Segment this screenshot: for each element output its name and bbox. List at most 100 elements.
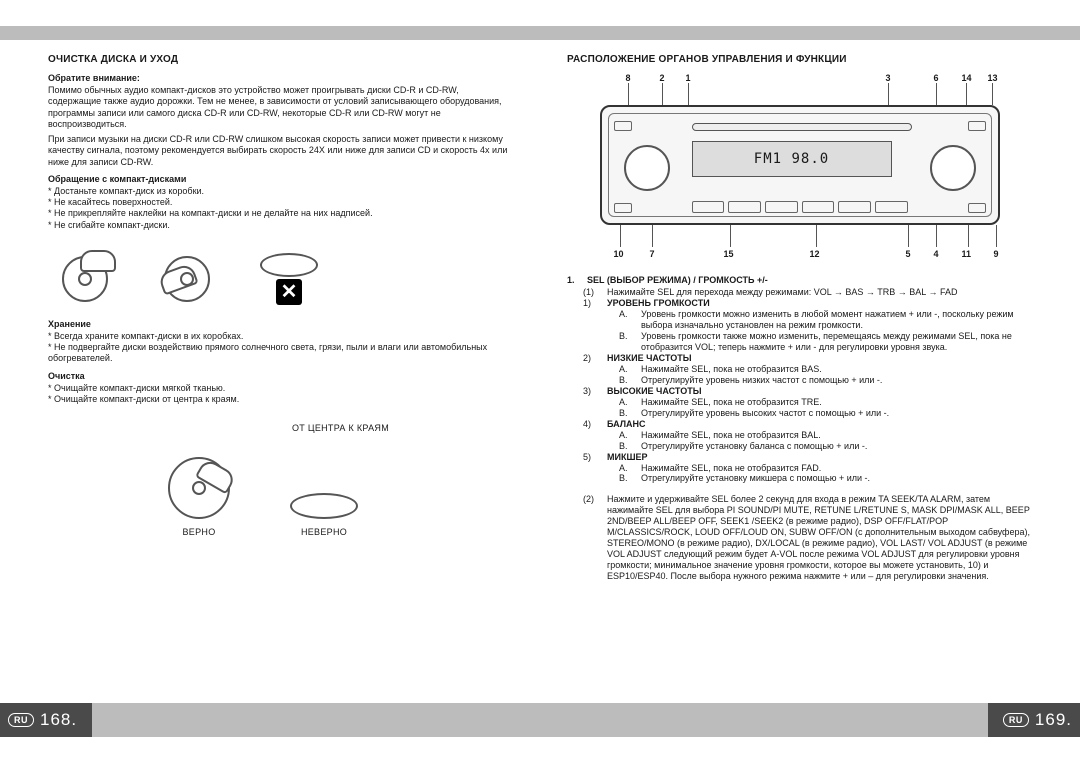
letter: A. bbox=[619, 309, 635, 331]
para2-number: (2) bbox=[583, 494, 601, 582]
letter-text: Уровень громкости можно изменить в любой… bbox=[641, 309, 1032, 331]
handling-item: Не сгибайте компакт-диски. bbox=[48, 220, 513, 231]
intro-number: (1) bbox=[583, 287, 601, 298]
letter-text: Нажимайте SEL, пока не отобразится FAD. bbox=[641, 463, 821, 474]
note-paragraph-1: Помимо обычных аудио компакт-дисков это … bbox=[48, 85, 513, 130]
storage-heading: Хранение bbox=[48, 319, 513, 329]
callout-num: 15 bbox=[724, 249, 734, 259]
cd-slot-icon bbox=[692, 123, 912, 131]
disc-touch-illustration bbox=[150, 249, 224, 309]
callout-num: 7 bbox=[650, 249, 655, 259]
storage-item: Не подвергайте диски воздействию прямого… bbox=[48, 342, 513, 365]
handling-item: Достаньте компакт-диск из коробки. bbox=[48, 186, 513, 197]
disc-hold-illustration bbox=[48, 249, 122, 309]
page-number-right: 169. bbox=[1035, 710, 1072, 730]
radio-display: FM1 98.0 bbox=[692, 141, 892, 177]
letter-text: Отрегулируйте уровень низких частот с по… bbox=[641, 375, 882, 386]
right-knob-icon bbox=[930, 145, 976, 191]
cleaning-list: Очищайте компакт-диски мягкой тканью. Оч… bbox=[48, 383, 513, 406]
section-title: SEL (ВЫБОР РЕЖИМА) / ГРОМКОСТЬ +/- bbox=[587, 275, 768, 285]
left-column: ОЧИСТКА ДИСКА И УХОД Обратите внимание: … bbox=[48, 54, 513, 695]
sub-title: ВЫСОКИЕ ЧАСТОТЫ bbox=[607, 386, 702, 397]
letter: B. bbox=[619, 441, 635, 452]
callout-num: 9 bbox=[994, 249, 999, 259]
handling-heading: Обращение с компакт-дисками bbox=[48, 174, 513, 184]
letter-text: Отрегулируйте установку баланса с помощь… bbox=[641, 441, 867, 452]
cross-icon: ✕ bbox=[276, 279, 302, 305]
right-column: РАСПОЛОЖЕНИЕ ОРГАНОВ УПРАВЛЕНИЯ И ФУНКЦИ… bbox=[567, 54, 1032, 695]
letter: A. bbox=[619, 364, 635, 375]
preset-button-row bbox=[692, 201, 908, 213]
sub-title: МИКШЕР bbox=[607, 452, 648, 463]
disc-sticker-illustration: ✕ bbox=[252, 249, 326, 309]
callout-num: 5 bbox=[906, 249, 911, 259]
sub-num: 4) bbox=[583, 419, 601, 430]
page-number-left: 168. bbox=[40, 710, 77, 730]
incorrect-cleaning: НЕВЕРНО bbox=[290, 493, 358, 537]
letter: A. bbox=[619, 430, 635, 441]
callout-num: 1 bbox=[686, 73, 691, 83]
handling-list: Достаньте компакт-диск из коробки. Не ка… bbox=[48, 186, 513, 231]
header-band bbox=[0, 26, 1080, 40]
letter-text: Нажимайте SEL, пока не отобразится TRE. bbox=[641, 397, 822, 408]
sub-title: УРОВЕНЬ ГРОМКОСТИ bbox=[607, 298, 710, 309]
letter: A. bbox=[619, 397, 635, 408]
section-1-header: 1. SEL (ВЫБОР РЕЖИМА) / ГРОМКОСТЬ +/- bbox=[567, 275, 1032, 285]
callout-num: 14 bbox=[962, 73, 972, 83]
callout-num: 13 bbox=[988, 73, 998, 83]
letter: B. bbox=[619, 408, 635, 419]
letter-text: Отрегулируйте установку микшера с помощь… bbox=[641, 473, 870, 484]
ru-badge: RU bbox=[1003, 713, 1029, 727]
letter-text: Отрегулируйте уровень высоких частот с п… bbox=[641, 408, 889, 419]
car-radio-illustration: FM1 98.0 bbox=[600, 105, 1000, 225]
handling-item: Не прикрепляйте наклейки на компакт-диск… bbox=[48, 208, 513, 219]
callout-num: 3 bbox=[886, 73, 891, 83]
letter-text: Уровень громкости также можно изменить, … bbox=[641, 331, 1032, 353]
cleaning-heading: Очистка bbox=[48, 371, 513, 381]
section-1-paragraph-2: (2) Нажмите и удерживайте SEL более 2 се… bbox=[583, 494, 1032, 582]
storage-item: Всегда храните компакт-диски в их коробк… bbox=[48, 331, 513, 342]
cleaning-item: Очищайте компакт-диски от центра к краям… bbox=[48, 394, 513, 405]
sub-num: 1) bbox=[583, 298, 601, 309]
left-title: ОЧИСТКА ДИСКА И УХОД bbox=[48, 54, 513, 65]
section-number: 1. bbox=[567, 275, 581, 285]
footer-right: RU 169. bbox=[988, 703, 1080, 737]
callout-num: 2 bbox=[660, 73, 665, 83]
cleaning-illustrations: ВЕРНО НЕВЕРНО bbox=[168, 457, 513, 537]
callout-num: 11 bbox=[962, 249, 972, 259]
right-title: РАСПОЛОЖЕНИЕ ОРГАНОВ УПРАВЛЕНИЯ И ФУНКЦИ… bbox=[567, 54, 1032, 65]
letter: B. bbox=[619, 375, 635, 386]
incorrect-label: НЕВЕРНО bbox=[290, 527, 358, 537]
sub-title: БАЛАНС bbox=[607, 419, 646, 430]
footer-band bbox=[0, 703, 1080, 737]
correct-label: ВЕРНО bbox=[168, 527, 230, 537]
correct-cleaning: ВЕРНО bbox=[168, 457, 230, 537]
storage-list: Всегда храните компакт-диски в их коробк… bbox=[48, 331, 513, 365]
callout-num: 10 bbox=[614, 249, 624, 259]
footer-left: RU 168. bbox=[0, 703, 92, 737]
letter: B. bbox=[619, 473, 635, 484]
left-knob-icon bbox=[624, 145, 670, 191]
sub-title: НИЗКИЕ ЧАСТОТЫ bbox=[607, 353, 692, 364]
cleaning-item: Очищайте компакт-диски мягкой тканью. bbox=[48, 383, 513, 394]
letter-text: Нажимайте SEL, пока не отобразится BAL. bbox=[641, 430, 821, 441]
para2-text: Нажмите и удерживайте SEL более 2 секунд… bbox=[607, 494, 1032, 582]
callout-num: 12 bbox=[810, 249, 820, 259]
sub-num: 3) bbox=[583, 386, 601, 397]
letter: A. bbox=[619, 463, 635, 474]
radio-diagram-callouts: 8 2 1 3 6 14 13 FM1 98. bbox=[580, 73, 1020, 263]
handling-illustrations: ✕ bbox=[48, 249, 513, 309]
handling-item: Не касайтесь поверхностей. bbox=[48, 197, 513, 208]
intro-text: Нажимайте SEL для перехода между режимам… bbox=[607, 287, 957, 298]
callout-num: 6 bbox=[934, 73, 939, 83]
center-to-edge-caption: ОТ ЦЕНТРА К КРАЯМ bbox=[168, 423, 513, 433]
callout-num: 8 bbox=[626, 73, 631, 83]
radio-diagram-wrap: 8 2 1 3 6 14 13 FM1 98. bbox=[567, 73, 1032, 263]
note-heading: Обратите внимание: bbox=[48, 73, 513, 83]
sub-num: 2) bbox=[583, 353, 601, 364]
sub-num: 5) bbox=[583, 452, 601, 463]
ru-badge: RU bbox=[8, 713, 34, 727]
content-columns: ОЧИСТКА ДИСКА И УХОД Обратите внимание: … bbox=[48, 54, 1032, 695]
letter: B. bbox=[619, 331, 635, 353]
note-paragraph-2: При записи музыки на диски CD-R или CD-R… bbox=[48, 134, 513, 168]
